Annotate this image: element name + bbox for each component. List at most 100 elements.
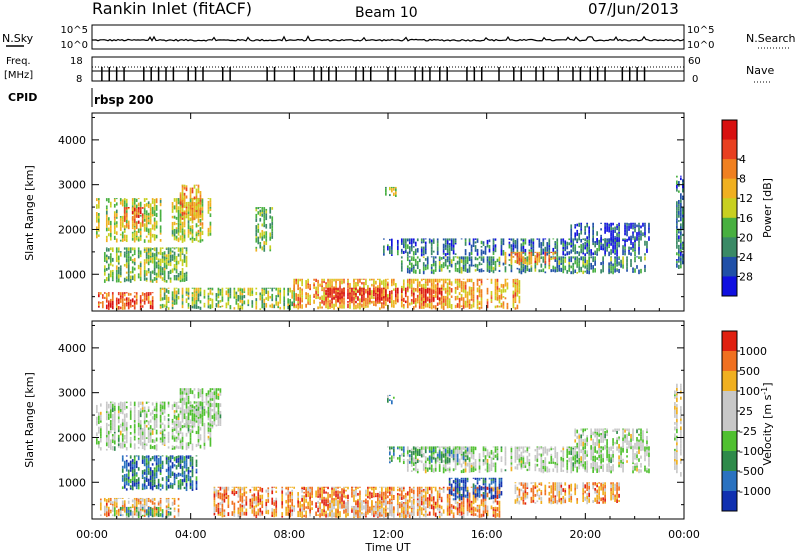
data-cell — [521, 268, 523, 270]
data-cell — [176, 271, 178, 274]
data-cell — [144, 239, 146, 243]
data-cell — [144, 444, 146, 446]
data-cell — [160, 247, 162, 249]
data-cell — [255, 505, 257, 507]
data-cell — [160, 266, 162, 268]
data-cell — [283, 290, 285, 294]
data-cell — [150, 239, 152, 243]
data-cell — [148, 255, 150, 260]
data-cell — [142, 498, 144, 499]
data-cell — [222, 504, 224, 508]
data-cell — [247, 289, 249, 292]
data-cell — [465, 290, 467, 294]
data-cell — [517, 260, 519, 263]
data-cell — [134, 230, 136, 232]
data-cell — [469, 238, 471, 242]
data-cell — [152, 305, 154, 309]
data-cell — [110, 225, 112, 229]
data-cell — [265, 499, 267, 502]
data-cell — [481, 294, 483, 298]
data-cell — [218, 496, 220, 498]
data-cell — [202, 390, 204, 394]
data-cell — [160, 217, 162, 221]
data-cell — [182, 482, 184, 486]
data-cell — [132, 464, 134, 467]
data-cell — [271, 512, 273, 515]
data-cell — [202, 222, 204, 225]
data-cell — [154, 502, 156, 504]
data-cell — [417, 248, 419, 252]
data-cell — [301, 280, 303, 285]
data-cell — [644, 244, 646, 246]
data-cell — [602, 248, 604, 250]
data-cell — [461, 305, 463, 307]
data-cell — [150, 228, 152, 232]
data-cell — [154, 445, 156, 449]
data-cell — [475, 269, 477, 271]
data-cell — [405, 239, 407, 244]
data-cell — [511, 265, 513, 269]
data-cell — [638, 270, 640, 275]
data-cell — [146, 437, 148, 439]
data-cell — [467, 260, 469, 262]
data-cell — [337, 288, 339, 291]
data-cell — [267, 499, 269, 503]
data-cell — [172, 255, 174, 259]
data-cell — [353, 308, 355, 310]
data-cell — [305, 491, 307, 494]
data-cell — [176, 467, 178, 470]
data-cell — [186, 458, 188, 463]
data-cell — [397, 296, 399, 299]
data-cell — [144, 512, 146, 514]
data-cell — [126, 213, 128, 217]
data-cell — [166, 259, 168, 261]
data-cell — [134, 248, 136, 250]
data-cell — [128, 277, 130, 281]
data-cell — [204, 423, 206, 425]
data-cell — [190, 238, 192, 240]
data-cell — [513, 279, 515, 283]
data-cell — [100, 403, 102, 406]
data-cell — [128, 258, 130, 262]
data-cell — [267, 291, 269, 293]
data-cell — [445, 282, 447, 284]
data-cell — [114, 423, 116, 428]
data-cell — [411, 249, 413, 251]
data-cell — [337, 300, 339, 302]
data-cell — [114, 213, 116, 216]
data-cell — [429, 307, 431, 309]
data-cell — [138, 427, 140, 432]
data-cell — [515, 240, 517, 244]
data-cell — [188, 223, 190, 225]
data-cell — [98, 441, 100, 445]
data-cell — [164, 418, 166, 421]
data-cell — [110, 229, 112, 231]
data-cell — [407, 304, 409, 308]
data-cell — [497, 282, 499, 286]
data-cell — [533, 245, 535, 248]
data-cell — [648, 223, 650, 227]
data-cell — [178, 473, 180, 475]
data-cell — [271, 508, 273, 511]
data-cell — [429, 295, 431, 298]
data-cell — [210, 207, 212, 209]
data-cell — [632, 238, 634, 239]
data-cell — [222, 515, 224, 517]
data-cell — [132, 467, 134, 470]
data-cell — [578, 258, 580, 261]
data-cell — [122, 444, 124, 446]
data-cell — [170, 485, 172, 488]
data-cell — [98, 292, 100, 293]
data-cell — [182, 263, 184, 266]
data-cell — [194, 421, 196, 425]
data-cell — [548, 262, 550, 265]
data-cell — [431, 242, 433, 246]
data-cell — [182, 394, 184, 397]
data-cell — [301, 304, 303, 308]
data-cell — [537, 262, 539, 266]
data-cell — [544, 238, 546, 239]
data-cell — [580, 228, 582, 230]
data-cell — [467, 303, 469, 307]
data-cell — [96, 420, 98, 424]
data-cell — [216, 411, 218, 414]
